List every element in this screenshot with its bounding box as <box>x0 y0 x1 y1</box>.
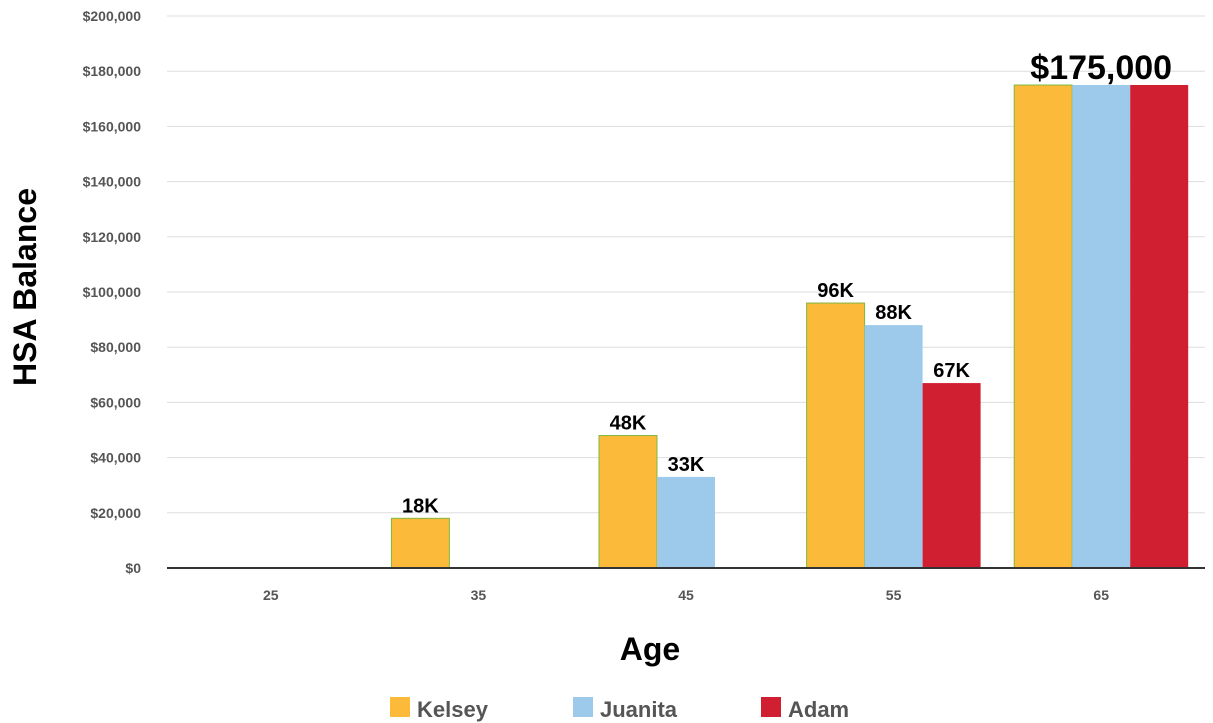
data-label: 88K <box>875 302 912 324</box>
data-label: 67K <box>933 360 970 382</box>
legend-swatch <box>761 697 781 717</box>
data-label: 48K <box>610 413 647 435</box>
data-label: 18K <box>402 495 439 517</box>
bars <box>390 84 1189 569</box>
y-tick-label: $40,000 <box>90 450 141 466</box>
data-label: 33K <box>668 454 705 476</box>
data-label: 96K <box>817 280 854 302</box>
y-tick-label: $180,000 <box>83 63 142 79</box>
bar-adam-55 <box>922 383 981 568</box>
bar-juanita-55 <box>864 325 923 568</box>
x-axis-ticks: 25 35 45 55 65 <box>263 587 1109 603</box>
y-tick-label: $160,000 <box>83 118 142 134</box>
x-tick-label: 55 <box>886 587 902 603</box>
legend-label: Juanita <box>600 697 678 722</box>
x-tick-label: 65 <box>1093 587 1109 603</box>
bar-kelsey-35 <box>390 517 450 569</box>
y-tick-label: $60,000 <box>90 394 141 410</box>
x-tick-label: 45 <box>678 587 694 603</box>
bar-juanita-45 <box>657 476 715 568</box>
y-tick-label: $200,000 <box>83 8 142 24</box>
y-tick-label: $100,000 <box>83 284 142 300</box>
y-axis-title: HSA Balance <box>7 188 43 386</box>
group-total-label: $175,000 <box>1030 49 1172 87</box>
legend: Kelsey Juanita Adam <box>390 697 849 722</box>
bar-juanita-65 <box>1072 85 1131 568</box>
x-axis-title: Age <box>620 631 680 667</box>
legend-item-kelsey: Kelsey <box>390 697 489 722</box>
y-tick-label: $120,000 <box>83 229 142 245</box>
data-labels: 18K 48K 33K 96K 88K 67K $175,000 <box>402 49 1172 517</box>
bar-kelsey-45 <box>598 435 658 569</box>
legend-item-adam: Adam <box>761 697 849 722</box>
legend-swatch <box>573 697 593 717</box>
x-tick-label: 35 <box>471 587 487 603</box>
legend-label: Kelsey <box>417 697 489 722</box>
legend-item-juanita: Juanita <box>573 697 678 722</box>
legend-label: Adam <box>788 697 849 722</box>
y-tick-label: $140,000 <box>83 174 142 190</box>
gridlines <box>167 15 1205 514</box>
y-tick-label: $80,000 <box>90 339 141 355</box>
bar-adam-65 <box>1130 85 1189 568</box>
y-tick-label: $0 <box>125 560 141 576</box>
bar-kelsey-55 <box>806 302 866 569</box>
x-tick-label: 25 <box>263 587 279 603</box>
legend-swatch <box>390 697 410 717</box>
y-axis-ticks: $0 $20,000 $40,000 $60,000 $80,000 $100,000 $1… <box>83 8 142 576</box>
bar-kelsey-65 <box>1013 84 1073 569</box>
y-tick-label: $20,000 <box>90 505 141 521</box>
